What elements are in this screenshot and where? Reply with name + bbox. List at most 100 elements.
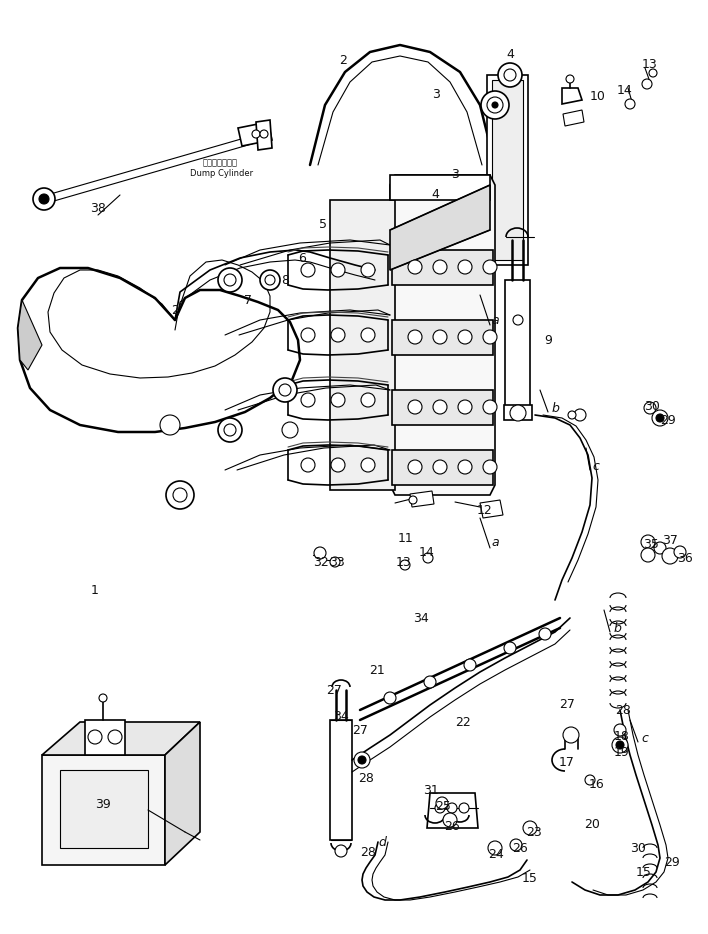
Text: 3: 3 [451, 168, 459, 181]
Circle shape [408, 400, 422, 414]
Circle shape [433, 260, 447, 274]
Circle shape [218, 418, 242, 442]
Text: 1: 1 [91, 584, 99, 597]
Polygon shape [562, 88, 582, 104]
Circle shape [504, 642, 516, 654]
Text: 15: 15 [522, 871, 538, 884]
Circle shape [649, 69, 657, 77]
Text: 23: 23 [526, 826, 542, 839]
Circle shape [160, 415, 180, 435]
Circle shape [504, 69, 516, 81]
Circle shape [483, 330, 497, 344]
Circle shape [510, 405, 526, 421]
Circle shape [33, 188, 55, 210]
Circle shape [510, 839, 522, 851]
Text: 22: 22 [455, 715, 471, 729]
Circle shape [641, 535, 655, 549]
Polygon shape [256, 120, 272, 150]
Circle shape [614, 724, 626, 736]
Circle shape [435, 803, 445, 813]
Circle shape [260, 130, 268, 138]
Circle shape [616, 741, 624, 749]
Circle shape [108, 730, 122, 744]
Circle shape [423, 553, 433, 563]
Circle shape [654, 542, 666, 554]
Polygon shape [563, 110, 584, 126]
Circle shape [358, 756, 366, 764]
Text: 30: 30 [644, 400, 660, 413]
Text: 21: 21 [369, 663, 385, 676]
Text: 5: 5 [319, 219, 327, 232]
Text: 2: 2 [339, 53, 347, 66]
Circle shape [483, 260, 497, 274]
Text: a: a [491, 536, 499, 549]
Text: 17: 17 [559, 756, 575, 769]
Circle shape [424, 676, 436, 688]
Circle shape [301, 393, 315, 407]
Circle shape [173, 488, 187, 502]
Circle shape [483, 460, 497, 474]
Circle shape [458, 400, 472, 414]
Circle shape [279, 384, 291, 396]
Circle shape [400, 560, 410, 570]
Polygon shape [42, 755, 165, 865]
Circle shape [331, 328, 345, 342]
Circle shape [354, 752, 370, 768]
Text: d: d [378, 837, 386, 850]
Text: 14: 14 [419, 545, 435, 559]
Circle shape [265, 275, 275, 285]
Text: 24: 24 [488, 848, 504, 861]
Text: 7: 7 [244, 293, 252, 306]
Text: 2: 2 [171, 304, 179, 317]
Circle shape [656, 414, 664, 422]
Text: 28: 28 [360, 845, 376, 858]
Text: b: b [613, 621, 621, 634]
Circle shape [641, 548, 655, 562]
Polygon shape [487, 75, 528, 265]
Circle shape [408, 260, 422, 274]
Circle shape [523, 821, 537, 835]
Circle shape [492, 102, 498, 108]
Circle shape [260, 270, 280, 290]
Circle shape [282, 422, 298, 438]
Circle shape [513, 315, 523, 325]
Circle shape [642, 79, 652, 89]
Polygon shape [410, 491, 434, 507]
Text: 10: 10 [590, 91, 606, 104]
Circle shape [662, 548, 678, 564]
Circle shape [301, 263, 315, 277]
Text: 26: 26 [444, 819, 460, 832]
Circle shape [566, 75, 574, 83]
Text: b: b [551, 402, 559, 415]
Text: 36: 36 [677, 551, 693, 564]
Polygon shape [390, 175, 490, 200]
Circle shape [464, 659, 476, 671]
Text: 9: 9 [544, 333, 552, 347]
Polygon shape [427, 793, 478, 828]
Circle shape [301, 458, 315, 472]
Text: 12: 12 [477, 503, 493, 517]
Circle shape [330, 557, 340, 567]
Polygon shape [392, 450, 493, 485]
Circle shape [331, 458, 345, 472]
Text: 29: 29 [664, 856, 680, 870]
Circle shape [447, 803, 457, 813]
Circle shape [99, 694, 107, 702]
Text: 37: 37 [662, 533, 678, 546]
Circle shape [674, 546, 686, 558]
Polygon shape [392, 390, 493, 425]
Circle shape [384, 692, 396, 704]
Text: 3: 3 [432, 89, 440, 102]
Polygon shape [390, 175, 495, 495]
Circle shape [443, 813, 457, 827]
Polygon shape [504, 405, 532, 420]
Text: 29: 29 [660, 415, 676, 428]
Text: 27: 27 [352, 724, 368, 737]
Polygon shape [42, 722, 200, 755]
Circle shape [459, 803, 469, 813]
Circle shape [361, 328, 375, 342]
Circle shape [458, 260, 472, 274]
Text: 35: 35 [643, 539, 659, 551]
Circle shape [252, 130, 260, 138]
Text: c: c [641, 731, 649, 744]
